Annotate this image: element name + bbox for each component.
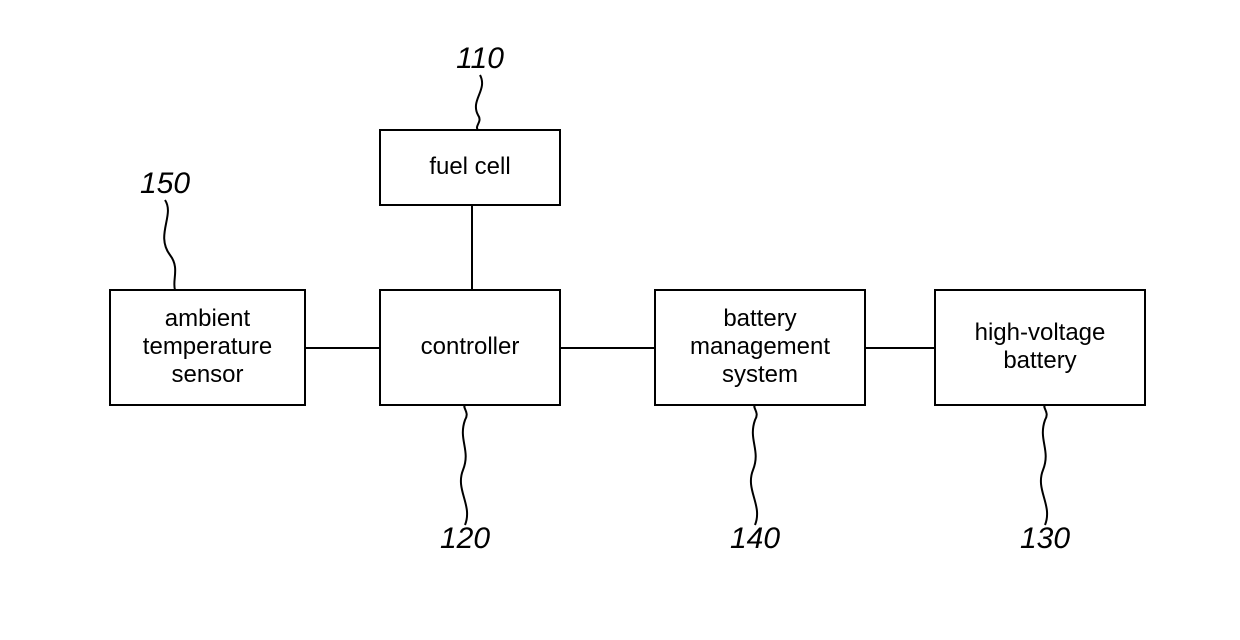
node-bms-ref: 140 <box>730 522 780 555</box>
node-controller-label-line-0: controller <box>421 333 520 360</box>
node-fuelcell-label-line-0: fuel cell <box>429 153 510 180</box>
node-bms-label-line-0: battery <box>723 305 796 332</box>
node-controller: controller 120 <box>380 290 560 555</box>
node-ambient-ref: 150 <box>140 167 190 200</box>
node-fuelcell: fuel cell 110 <box>380 42 560 205</box>
node-fuelcell-ref: 110 <box>456 42 504 75</box>
node-hvbatt-ref: 130 <box>1020 522 1070 555</box>
node-bms-leader <box>751 405 757 525</box>
node-hvbatt-label-line-1: battery <box>1003 347 1076 374</box>
node-controller-ref: 120 <box>440 522 490 555</box>
node-bms-label-line-1: management <box>690 333 830 360</box>
node-ambient-label-line-2: sensor <box>171 361 243 388</box>
node-hvbatt-leader <box>1041 405 1047 525</box>
node-ambient-leader <box>164 200 175 290</box>
node-fuelcell-leader <box>476 75 482 130</box>
node-bms: batterymanagementsystem 140 <box>655 290 865 555</box>
node-controller-leader <box>461 405 467 525</box>
node-ambient-label-line-0: ambient <box>165 305 251 332</box>
node-hvbatt: high-voltagebattery 130 <box>935 290 1145 555</box>
node-hvbatt-label-line-0: high-voltage <box>975 319 1106 346</box>
node-ambient: ambienttemperaturesensor 150 <box>110 167 305 405</box>
block-diagram: ambienttemperaturesensor 150 fuel cell 110 c… <box>0 0 1240 640</box>
node-bms-label-line-2: system <box>722 361 798 388</box>
node-ambient-label-line-1: temperature <box>143 333 272 360</box>
